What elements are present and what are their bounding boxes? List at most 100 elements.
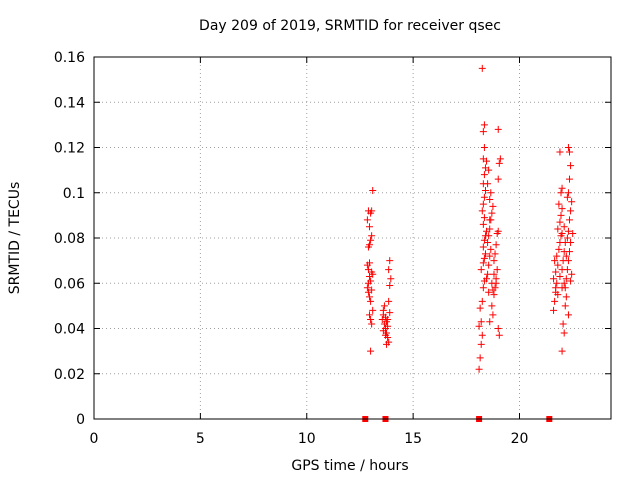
- y-tick-label: 0.04: [54, 322, 85, 338]
- data-point: [369, 306, 377, 314]
- data-point: [493, 266, 501, 274]
- grid: [94, 57, 611, 419]
- data-point: [559, 320, 567, 328]
- data-point: [387, 275, 395, 283]
- data-point: [363, 216, 371, 224]
- data-point: [368, 232, 376, 240]
- data-point: [558, 347, 566, 355]
- data-point: [562, 275, 570, 283]
- data-point: [479, 243, 487, 251]
- data-point: [560, 279, 568, 287]
- data-point: [366, 293, 374, 301]
- data-point: [477, 318, 485, 326]
- data-point: [554, 261, 562, 269]
- data-point: [486, 216, 494, 224]
- data-point: [480, 214, 488, 222]
- data-point: [564, 311, 572, 319]
- data-point: [562, 252, 570, 260]
- data-point: [384, 315, 392, 323]
- y-tick-label: 0.16: [54, 50, 85, 66]
- data-point: [553, 252, 561, 260]
- data-point: [552, 268, 560, 276]
- data-point: [479, 284, 487, 292]
- data-point: [369, 186, 377, 194]
- data-point: [554, 225, 562, 233]
- data-point: [558, 184, 566, 192]
- x-tick-label: 5: [196, 431, 205, 447]
- data-point: [480, 254, 488, 262]
- data-point: [383, 340, 391, 348]
- data-point: [560, 329, 568, 337]
- data-point: [552, 284, 560, 292]
- x-axis-label: GPS time / hours: [291, 458, 408, 474]
- data-point: [569, 229, 577, 237]
- data-point: [558, 205, 566, 213]
- y-tick-label: 0: [76, 412, 85, 428]
- y-axis-label: SRMTID / TECUs: [7, 182, 23, 295]
- data-point: [554, 291, 562, 299]
- data-point: [479, 200, 487, 208]
- data-point: [566, 148, 574, 156]
- data-point: [384, 322, 392, 330]
- data-point: [481, 250, 489, 258]
- data-point: [550, 275, 558, 283]
- data-point: [480, 144, 488, 151]
- y-tick-label: 0.14: [54, 95, 85, 111]
- data-point: [492, 241, 500, 249]
- y-tick-label: 0.12: [54, 141, 85, 157]
- data-point: [558, 284, 566, 292]
- data-point: [386, 257, 394, 265]
- data-point: [494, 125, 502, 133]
- data-point: [485, 232, 493, 240]
- data-point: [563, 266, 571, 274]
- data-point: [489, 202, 497, 210]
- data-point: [567, 207, 575, 215]
- data-point: [487, 245, 495, 253]
- data-point: [476, 354, 484, 362]
- x-tick-label: 20: [511, 431, 529, 447]
- data-point: [364, 279, 372, 287]
- data-point: [488, 209, 496, 217]
- data-point: [553, 279, 561, 287]
- data-point: [568, 198, 576, 206]
- data-point: [556, 272, 564, 280]
- data-point: [563, 234, 571, 242]
- data-point: [551, 297, 559, 305]
- data-point: [480, 121, 488, 129]
- data-point: [368, 320, 376, 328]
- data-point: [490, 257, 498, 265]
- data-points: [362, 64, 577, 422]
- data-point: [556, 218, 564, 226]
- data-point: [489, 311, 497, 319]
- data-point: [484, 180, 492, 188]
- x-tick-label: 15: [404, 431, 422, 447]
- data-point: [486, 252, 494, 260]
- data-point: [490, 291, 498, 299]
- data-point: [488, 302, 496, 310]
- data-point: [367, 297, 375, 305]
- y-tick-label: 0.1: [63, 186, 85, 202]
- data-point: [496, 155, 504, 163]
- data-point: [367, 236, 375, 244]
- data-point: [485, 166, 493, 174]
- data-point: [366, 223, 374, 231]
- data-point: [480, 171, 488, 179]
- data-point: [555, 245, 563, 253]
- data-point: [564, 257, 572, 265]
- data-point: [478, 207, 486, 215]
- chart-title: Day 209 of 2019, SRMTID for receiver qse…: [199, 18, 501, 34]
- data-point: [494, 175, 502, 183]
- data-point: [478, 331, 486, 339]
- data-point: [477, 340, 485, 348]
- data-point: [368, 207, 376, 215]
- data-point: [566, 216, 574, 224]
- data-point: [555, 200, 563, 208]
- data-point: [368, 286, 376, 294]
- data-point: [366, 241, 374, 249]
- data-point: [483, 275, 491, 283]
- data-point: [486, 196, 494, 204]
- data-point: [367, 315, 375, 323]
- data-point: [369, 270, 377, 278]
- data-point: [487, 189, 495, 197]
